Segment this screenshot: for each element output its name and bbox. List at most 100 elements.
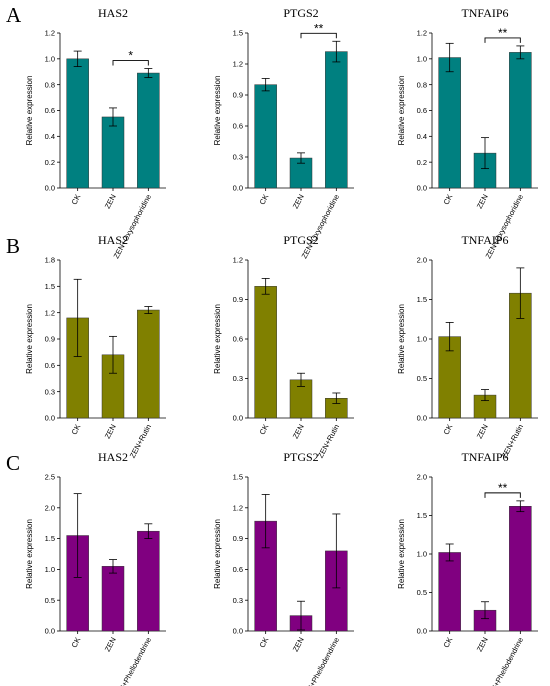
category-label: ZEN: [103, 423, 118, 440]
y-axis-label: Relative expression: [25, 304, 34, 374]
chart-panel: HAS2 Relative expression 0.0 0.2 0.4 0.6 0.8 1.…: [25, 6, 166, 260]
significance-bracket: [484, 37, 521, 43]
category-label: ZEN+Rutin: [128, 423, 153, 460]
bar: [325, 51, 348, 189]
y-axis-label: Relative expression: [397, 76, 406, 146]
y-tick-label: 0.3: [233, 374, 243, 383]
bar: [101, 116, 125, 189]
category-label: ZEN: [103, 636, 118, 653]
bar: [438, 57, 461, 189]
category-label: CK: [442, 193, 455, 206]
chart-title: HAS2: [98, 6, 128, 20]
chart-title: PTGS2: [283, 6, 318, 20]
y-axis-label: Relative expression: [397, 519, 406, 589]
chart-title: TNFAIP6: [461, 233, 508, 247]
category-label: CK: [258, 636, 271, 649]
y-tick-label: 0.3: [233, 153, 243, 162]
y-tick-label: 0.0: [45, 184, 55, 193]
category-label: CK: [258, 193, 271, 206]
chart-panel: PTGS2 Relative expression 0.0 0.3 0.6 0.9 1.2 1…: [213, 450, 354, 686]
y-tick-label: 0.5: [417, 588, 427, 597]
y-axis-label: Relative expression: [213, 304, 222, 374]
significance-bracket: [300, 32, 337, 39]
significance-bracket: [484, 492, 521, 498]
category-label: ZEN: [291, 636, 306, 653]
bar: [509, 506, 532, 632]
y-axis-label: Relative expression: [397, 304, 406, 374]
y-axis-label: Relative expression: [213, 519, 222, 589]
y-tick-label: 0.0: [233, 627, 243, 636]
y-tick-label: 1.2: [233, 256, 243, 265]
y-tick-label: 0.8: [417, 80, 427, 89]
y-tick-label: 0.6: [233, 565, 243, 574]
bar: [66, 58, 89, 189]
y-tick-label: 1.0: [417, 335, 427, 344]
y-tick-label: 1.2: [417, 29, 427, 38]
chart-title: PTGS2: [283, 450, 318, 464]
category-label: CK: [70, 636, 83, 649]
y-tick-label: 0.0: [233, 414, 243, 423]
bar: [137, 309, 160, 419]
bar: [254, 84, 277, 189]
chart-panel: PTGS2 Relative expression 0.0 0.3 0.6 0.9 1.2 1…: [213, 6, 354, 260]
y-tick-label: 0.2: [417, 158, 427, 167]
category-label: ZEN+Oxysophoridine: [112, 193, 154, 260]
y-tick-label: 0.6: [233, 122, 243, 131]
y-tick-label: 1.8: [45, 256, 55, 265]
category-label: ZEN+Phellodendrine: [485, 636, 526, 686]
chart-panel: HAS2 Relative expression 0.0 0.5 1.0 1.5 2.0 2.…: [25, 450, 166, 686]
y-tick-label: 1.0: [417, 54, 427, 63]
y-tick-label: 0.3: [233, 596, 243, 605]
y-tick-label: 1.5: [417, 295, 427, 304]
category-label: CK: [442, 636, 455, 649]
y-tick-label: 0.9: [233, 295, 243, 304]
y-tick-label: 1.0: [417, 550, 427, 559]
significance-label: **: [498, 481, 508, 495]
y-tick-label: 0.6: [233, 335, 243, 344]
chart-panel: PTGS2 Relative expression 0.0 0.3 0.6 0.9 1.2 C…: [213, 233, 354, 460]
bar: [101, 566, 125, 632]
category-label: ZEN: [475, 423, 490, 440]
y-tick-label: 0.6: [417, 106, 427, 115]
bar: [254, 286, 277, 419]
y-tick-label: 0.4: [417, 132, 427, 141]
y-tick-label: 1.2: [233, 503, 243, 512]
chart-title: TNFAIP6: [461, 450, 508, 464]
y-tick-label: 0.6: [45, 106, 55, 115]
y-tick-label: 0.0: [45, 627, 55, 636]
y-tick-label: 2.0: [45, 503, 55, 512]
chart-panel: HAS2 Relative expression 0.0 0.3 0.6 0.9 1.2 1.…: [25, 233, 166, 460]
category-label: ZEN+Rutin: [316, 423, 341, 460]
y-tick-label: 0.9: [45, 335, 55, 344]
significance-label: *: [128, 49, 133, 63]
y-tick-label: 1.2: [45, 308, 55, 317]
y-tick-label: 1.2: [233, 60, 243, 69]
category-label: ZEN: [475, 636, 490, 653]
y-tick-label: 0.0: [417, 184, 427, 193]
y-tick-label: 0.9: [233, 91, 243, 100]
category-label: ZEN: [103, 193, 118, 210]
y-tick-label: 1.5: [233, 473, 243, 482]
y-tick-label: 1.5: [417, 511, 427, 520]
y-tick-label: 0.6: [45, 361, 55, 370]
category-label: ZEN+Phellodendrine: [301, 636, 342, 686]
bar: [509, 52, 532, 189]
category-label: ZEN: [475, 193, 490, 210]
y-tick-label: 2.5: [45, 473, 55, 482]
row-label-b: B: [6, 234, 20, 258]
category-label: ZEN: [291, 193, 306, 210]
chart-title: HAS2: [98, 233, 128, 247]
chart-title: HAS2: [98, 450, 128, 464]
y-tick-label: 1.5: [233, 29, 243, 38]
y-tick-label: 0.0: [233, 184, 243, 193]
y-tick-label: 1.2: [45, 29, 55, 38]
y-axis-label: Relative expression: [213, 76, 222, 146]
chart-panel: TNFAIP6 Relative expression 0.0 0.5 1.0 1.5 2.…: [397, 233, 538, 460]
bar: [438, 552, 461, 632]
category-label: ZEN+Oxysophoridine: [484, 193, 526, 260]
category-label: CK: [442, 423, 455, 436]
y-tick-label: 1.5: [45, 282, 55, 291]
y-tick-label: 0.0: [417, 414, 427, 423]
significance-label: **: [498, 26, 508, 40]
